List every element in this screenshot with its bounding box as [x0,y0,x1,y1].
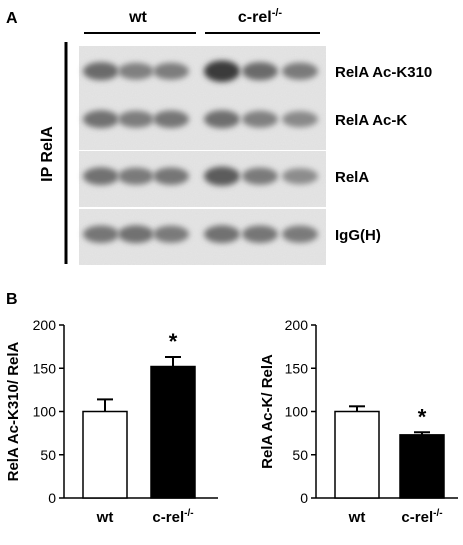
bar-crel [399,434,445,499]
blot-label: RelA [335,169,369,186]
blot-3: IgG(H) [79,209,381,265]
category-label: wt [96,509,114,526]
y-tick-label: 200 [33,317,57,333]
y-tick-label: 150 [285,360,309,376]
category-label: c-rel-/- [401,508,442,526]
band-lane-5 [242,62,278,81]
band-lane-3 [153,62,189,80]
band-lane-1 [83,62,119,81]
western-blots: RelA Ac-K310 RelA Ac-K RelA IgG(H) [79,46,432,265]
y-tick-label: 200 [285,317,309,333]
y-tick-label: 50 [292,447,308,463]
significance-marker: * [418,404,427,429]
blot-0: RelA Ac-K310 [79,46,432,102]
band-lane-4 [204,225,240,244]
band-lane-5 [242,225,278,243]
band-lane-5 [242,167,278,185]
band-lane-5 [242,110,278,128]
band-lane-3 [153,225,189,243]
y-tick-label: 100 [33,404,57,420]
y-tick-label: 100 [285,404,309,420]
band-lane-2 [118,110,154,128]
band-lane-6 [282,225,318,243]
panel-b-label: B [6,291,18,308]
group-header-wt: wt [84,9,196,34]
category-label: c-rel-/- [152,508,193,526]
blot-label: RelA Ac-K [335,112,407,129]
ip-label: IP RelA [39,126,56,182]
y-tick-label: 150 [33,360,57,376]
band-lane-1 [83,110,119,129]
band-lane-1 [83,225,119,243]
chart-relA-ac-k310: 0 50 100 150 200 RelA Ac-K310/ RelA wt * c-rel-/… [5,317,218,526]
blot-label: RelA Ac-K310 [335,64,432,81]
blot-1: RelA Ac-K [79,94,407,150]
band-lane-1 [83,167,119,186]
band-lane-4 [204,60,240,82]
blot-label: IgG(H) [335,227,381,244]
y-tick-label: 50 [40,447,56,463]
panel-a-label: A [6,10,18,27]
band-lane-6 [282,168,318,185]
y-axis-label: RelA Ac-K310/ RelA [5,341,22,481]
band-lane-4 [204,166,240,186]
group-label-crel: c-rel-/- [238,7,283,26]
group-label-wt: wt [128,9,147,26]
y-tick-label: 0 [48,490,56,506]
band-lane-6 [282,111,318,128]
band-lane-2 [118,167,154,185]
band-lane-2 [118,62,154,80]
y-tick-label: 0 [300,490,308,506]
group-header-crel: c-rel-/- [205,7,320,34]
band-lane-4 [204,110,240,129]
band-lane-2 [118,225,154,244]
chart-relA-ac-k: 0 50 100 150 200 RelA Ac-K/ RelA wt * c-rel-/- [259,317,458,526]
band-lane-6 [282,62,318,80]
bar-wt [334,410,380,499]
blot-2: RelA [79,151,369,207]
y-axis-label: RelA Ac-K/ RelA [259,354,276,469]
significance-marker: * [169,329,178,354]
bar-wt [82,410,128,499]
bar-crel [150,365,196,499]
category-label: wt [348,509,366,526]
band-lane-3 [153,110,189,128]
band-lane-3 [153,167,189,185]
